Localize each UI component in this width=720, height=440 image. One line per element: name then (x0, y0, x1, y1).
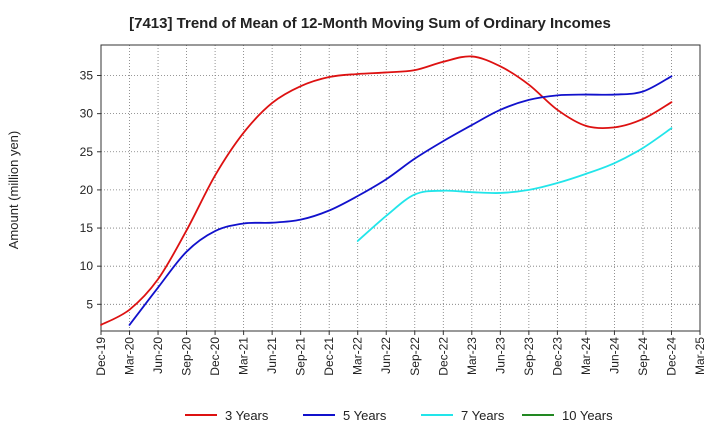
x-tick-label: Sep-23 (522, 337, 536, 376)
legend-label-7-years: 7 Years (461, 408, 505, 423)
x-tick-label: Dec-24 (664, 337, 678, 376)
x-tick-label: Sep-22 (408, 337, 422, 376)
chart-title: [7413] Trend of Mean of 12-Month Moving … (129, 15, 611, 32)
y-tick-label: 25 (80, 145, 94, 159)
x-tick-label: Sep-24 (636, 337, 650, 376)
legend-label-5-years: 5 Years (343, 408, 387, 423)
x-tick-label: Jun-21 (265, 337, 279, 374)
y-tick-label: 30 (80, 107, 94, 121)
y-tick-label: 35 (80, 69, 94, 83)
x-tick-label: Mar-22 (351, 337, 365, 375)
x-tick-label: Dec-23 (550, 337, 564, 376)
series-line-3-years (100, 55, 673, 326)
x-tick-label: Mar-21 (237, 337, 251, 375)
series-line-5-years (128, 75, 673, 326)
x-tick-label: Jun-22 (379, 337, 393, 374)
y-tick-label: 15 (80, 221, 94, 235)
plot-background (101, 45, 700, 331)
x-tick-label: Mar-23 (465, 337, 479, 375)
series-line-7-years (356, 127, 673, 242)
legend-label-10-years: 10 Years (562, 408, 613, 423)
x-tick-label: Sep-21 (294, 337, 308, 376)
y-axis-label: Amount (million yen) (6, 131, 21, 250)
x-tick-label: Jun-20 (151, 337, 165, 374)
x-tick-label: Sep-20 (180, 337, 194, 376)
legend-label-3-years: 3 Years (225, 408, 269, 423)
plot-area: 5 10 15 20 25 30 35 Dec-19 Mar-20 Jun-20 Sep-20 Dec… (80, 44, 707, 376)
y-tick-label: 10 (80, 259, 94, 273)
plot-border (100, 44, 701, 332)
x-tick-label: Dec-21 (322, 337, 336, 376)
x-tick-label: Dec-19 (94, 337, 108, 376)
x-tick-label: Mar-24 (579, 337, 593, 375)
x-tick-label: Dec-22 (436, 337, 450, 376)
x-tick-label: Mar-20 (123, 337, 137, 375)
x-tick-label: Jun-23 (493, 337, 507, 374)
y-tick-label: 5 (86, 297, 93, 311)
x-tick-label: Dec-20 (208, 337, 222, 376)
legend: 3 Years 5 Years 7 Years 10 Years (185, 408, 613, 423)
x-tick-label: Mar-25 (693, 337, 707, 375)
y-tick-label: 20 (80, 183, 94, 197)
x-tick-label: Jun-24 (607, 337, 621, 374)
